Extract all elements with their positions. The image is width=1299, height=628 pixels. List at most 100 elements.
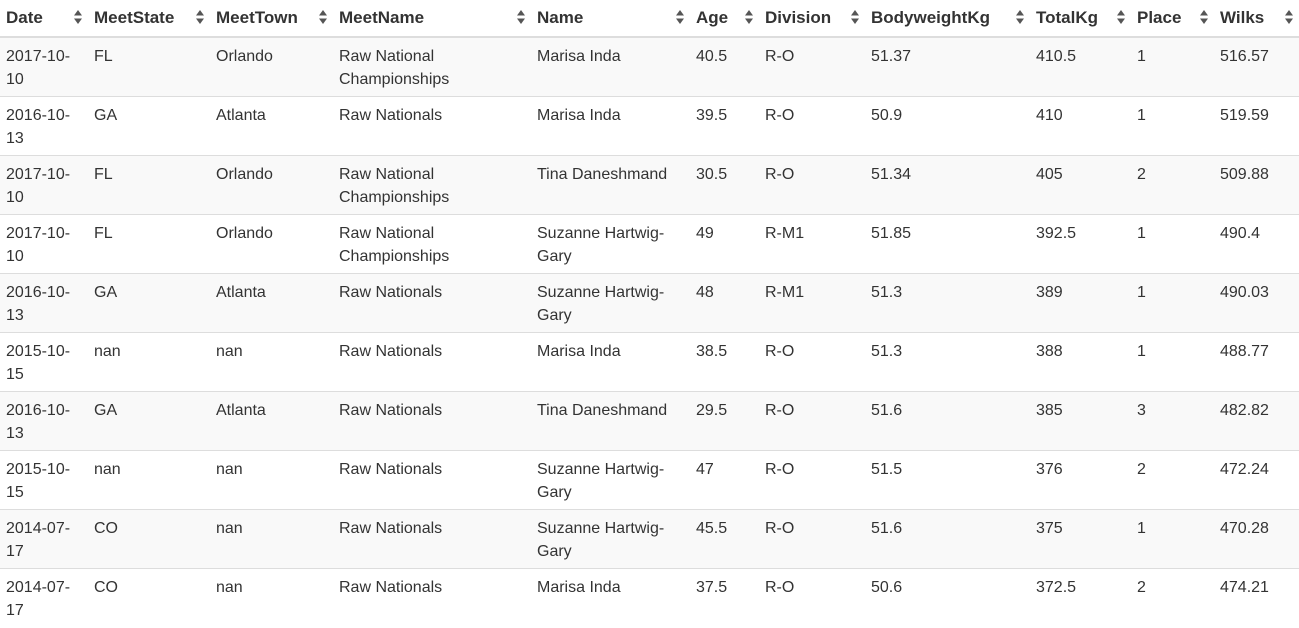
column-header-meet-state[interactable]: MeetState bbox=[88, 0, 210, 38]
table-row: 2015-10-15 nan nan Raw Nationals Marisa Inda… bbox=[0, 331, 1299, 391]
cell-age: 30.5 bbox=[690, 154, 759, 214]
cell-place: 1 bbox=[1131, 36, 1214, 96]
cell-wilks: 470.28 bbox=[1214, 508, 1299, 568]
cell-meet-name: Raw Nationals bbox=[333, 390, 531, 450]
cell-meet-state: GA bbox=[88, 95, 210, 155]
cell-name: Suzanne Hartwig-Gary bbox=[531, 449, 690, 509]
cell-total-kg: 410.5 bbox=[1030, 36, 1131, 96]
table-row: 2016-10-13 GA Atlanta Raw Nationals Tina Dan… bbox=[0, 390, 1299, 450]
cell-wilks: 509.88 bbox=[1214, 154, 1299, 214]
cell-name: Suzanne Hartwig-Gary bbox=[531, 508, 690, 568]
cell-date: 2015-10-15 bbox=[0, 449, 88, 509]
sort-both-icon[interactable] bbox=[319, 9, 327, 25]
column-header-label: Division bbox=[765, 8, 832, 27]
column-header-name[interactable]: Name bbox=[531, 0, 690, 38]
cell-total-kg: 392.5 bbox=[1030, 213, 1131, 273]
column-header-total-kg[interactable]: TotalKg bbox=[1030, 0, 1131, 38]
cell-meet-town: nan bbox=[210, 331, 333, 391]
sort-both-icon[interactable] bbox=[1285, 9, 1293, 25]
cell-meet-town: Orlando bbox=[210, 154, 333, 214]
cell-wilks: 472.24 bbox=[1214, 449, 1299, 509]
column-header-label: Age bbox=[696, 8, 729, 27]
cell-place: 1 bbox=[1131, 213, 1214, 273]
column-header-wilks[interactable]: Wilks bbox=[1214, 0, 1299, 38]
cell-meet-name: Raw National Championships bbox=[333, 213, 531, 273]
cell-name: Marisa Inda bbox=[531, 36, 690, 96]
cell-date: 2014-07-17 bbox=[0, 508, 88, 568]
cell-division: R-O bbox=[759, 331, 865, 391]
cell-date: 2017-10-10 bbox=[0, 213, 88, 273]
cell-age: 39.5 bbox=[690, 95, 759, 155]
sort-both-icon[interactable] bbox=[517, 9, 525, 25]
column-header-label: Place bbox=[1137, 8, 1182, 27]
cell-name: Marisa Inda bbox=[531, 95, 690, 155]
cell-meet-state: GA bbox=[88, 272, 210, 332]
cell-bodyweight-kg: 51.3 bbox=[865, 331, 1030, 391]
cell-wilks: 516.57 bbox=[1214, 36, 1299, 96]
cell-bodyweight-kg: 50.9 bbox=[865, 95, 1030, 155]
column-header-label: BodyweightKg bbox=[871, 8, 990, 27]
cell-age: 29.5 bbox=[690, 390, 759, 450]
cell-meet-state: CO bbox=[88, 508, 210, 568]
cell-meet-town: nan bbox=[210, 449, 333, 509]
cell-date: 2015-10-15 bbox=[0, 331, 88, 391]
column-header-age[interactable]: Age bbox=[690, 0, 759, 38]
cell-name: Suzanne Hartwig-Gary bbox=[531, 213, 690, 273]
table-row: 2015-10-15 nan nan Raw Nationals Suzanne Har… bbox=[0, 449, 1299, 509]
cell-division: R-O bbox=[759, 390, 865, 450]
cell-meet-name: Raw Nationals bbox=[333, 508, 531, 568]
cell-total-kg: 410 bbox=[1030, 95, 1131, 155]
sort-both-icon[interactable] bbox=[74, 9, 82, 25]
cell-bodyweight-kg: 51.6 bbox=[865, 390, 1030, 450]
column-header-bodyweight-kg[interactable]: BodyweightKg bbox=[865, 0, 1030, 38]
sort-both-icon[interactable] bbox=[1117, 9, 1125, 25]
table-row: 2016-10-13 GA Atlanta Raw Nationals Suzanne … bbox=[0, 272, 1299, 332]
cell-wilks: 482.82 bbox=[1214, 390, 1299, 450]
sort-both-icon[interactable] bbox=[1200, 9, 1208, 25]
sort-both-icon[interactable] bbox=[745, 9, 753, 25]
table-row: 2014-07-17 CO nan Raw Nationals Marisa Inda 3… bbox=[0, 567, 1299, 627]
cell-meet-town: Atlanta bbox=[210, 390, 333, 450]
cell-total-kg: 372.5 bbox=[1030, 567, 1131, 627]
column-header-meet-town[interactable]: MeetTown bbox=[210, 0, 333, 38]
cell-age: 38.5 bbox=[690, 331, 759, 391]
cell-meet-state: nan bbox=[88, 449, 210, 509]
cell-meet-name: Raw National Championships bbox=[333, 154, 531, 214]
table-header: Date MeetState MeetTown MeetName Name Age Divi… bbox=[0, 0, 1299, 38]
cell-date: 2014-07-17 bbox=[0, 567, 88, 627]
cell-meet-town: nan bbox=[210, 567, 333, 627]
cell-meet-state: GA bbox=[88, 390, 210, 450]
cell-meet-state: FL bbox=[88, 213, 210, 273]
cell-meet-town: Orlando bbox=[210, 213, 333, 273]
column-header-place[interactable]: Place bbox=[1131, 0, 1214, 38]
column-header-meet-name[interactable]: MeetName bbox=[333, 0, 531, 38]
cell-date: 2017-10-10 bbox=[0, 154, 88, 214]
sort-both-icon[interactable] bbox=[1016, 9, 1024, 25]
column-header-label: MeetTown bbox=[216, 8, 298, 27]
sort-both-icon[interactable] bbox=[676, 9, 684, 25]
cell-bodyweight-kg: 51.5 bbox=[865, 449, 1030, 509]
cell-bodyweight-kg: 51.85 bbox=[865, 213, 1030, 273]
cell-meet-state: nan bbox=[88, 331, 210, 391]
column-header-label: Wilks bbox=[1220, 8, 1265, 27]
cell-total-kg: 388 bbox=[1030, 331, 1131, 391]
cell-meet-name: Raw Nationals bbox=[333, 331, 531, 391]
cell-wilks: 519.59 bbox=[1214, 95, 1299, 155]
column-header-label: Date bbox=[6, 8, 43, 27]
column-header-division[interactable]: Division bbox=[759, 0, 865, 38]
cell-place: 1 bbox=[1131, 95, 1214, 155]
cell-division: R-O bbox=[759, 449, 865, 509]
sort-both-icon[interactable] bbox=[851, 9, 859, 25]
table-row: 2014-07-17 CO nan Raw Nationals Suzanne Hart… bbox=[0, 508, 1299, 568]
cell-meet-town: Atlanta bbox=[210, 95, 333, 155]
cell-meet-name: Raw Nationals bbox=[333, 449, 531, 509]
cell-meet-town: nan bbox=[210, 508, 333, 568]
cell-division: R-O bbox=[759, 154, 865, 214]
sort-both-icon[interactable] bbox=[196, 9, 204, 25]
column-header-date[interactable]: Date bbox=[0, 0, 88, 38]
cell-date: 2016-10-13 bbox=[0, 95, 88, 155]
cell-age: 49 bbox=[690, 213, 759, 273]
cell-meet-town: Atlanta bbox=[210, 272, 333, 332]
cell-name: Tina Daneshmand bbox=[531, 390, 690, 450]
cell-total-kg: 385 bbox=[1030, 390, 1131, 450]
